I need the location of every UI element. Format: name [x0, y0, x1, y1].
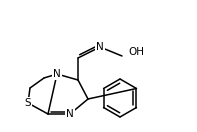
- Text: N: N: [96, 42, 104, 52]
- Text: OH: OH: [128, 47, 144, 57]
- Text: S: S: [25, 98, 31, 108]
- Text: N: N: [53, 69, 61, 79]
- Text: N: N: [66, 109, 74, 119]
